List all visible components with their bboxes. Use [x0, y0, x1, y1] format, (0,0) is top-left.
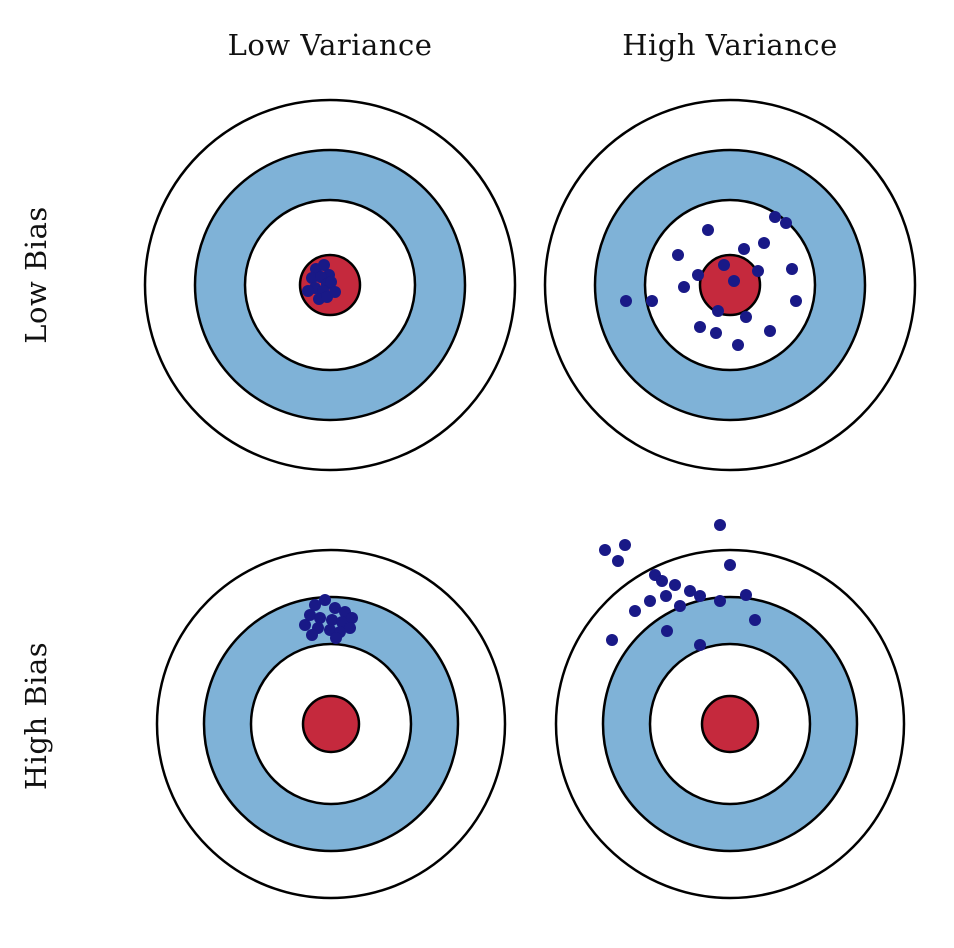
target-low-bias-low-variance	[143, 98, 517, 472]
prediction-dot	[758, 237, 770, 249]
prediction-dot	[718, 259, 730, 271]
prediction-dot	[694, 590, 706, 602]
prediction-dot	[780, 217, 792, 229]
prediction-dot	[752, 265, 764, 277]
prediction-dot	[306, 272, 318, 284]
prediction-dot	[309, 599, 321, 611]
column-header-high-variance: High Variance	[622, 28, 838, 62]
prediction-dot	[684, 585, 696, 597]
prediction-dot	[764, 325, 776, 337]
prediction-dot	[669, 579, 681, 591]
prediction-dot	[326, 614, 338, 626]
prediction-dot	[325, 276, 337, 288]
target-high-bias-low-variance	[155, 548, 507, 900]
prediction-dot	[660, 590, 672, 602]
prediction-dot	[786, 263, 798, 275]
prediction-dot	[329, 286, 341, 298]
prediction-dot	[306, 629, 318, 641]
prediction-dot	[629, 605, 641, 617]
prediction-dot	[619, 539, 631, 551]
prediction-dot	[712, 305, 724, 317]
prediction-dot	[606, 634, 618, 646]
prediction-dot	[318, 259, 330, 271]
target-low-bias-high-variance	[543, 98, 917, 472]
row-label-high-bias: High Bias	[19, 641, 53, 791]
prediction-dot	[656, 575, 668, 587]
row-label-low-bias: Low Bias	[19, 206, 53, 344]
prediction-dot	[702, 224, 714, 236]
prediction-dot	[749, 614, 761, 626]
prediction-dot	[319, 594, 331, 606]
prediction-dot	[672, 249, 684, 261]
prediction-dot	[620, 295, 632, 307]
prediction-dot	[678, 281, 690, 293]
prediction-dot	[299, 619, 311, 631]
prediction-dot	[330, 632, 342, 644]
prediction-dot	[644, 595, 656, 607]
prediction-dot	[692, 269, 704, 281]
prediction-dot	[710, 327, 722, 339]
prediction-dot	[738, 243, 750, 255]
prediction-dot	[694, 639, 706, 651]
prediction-dot	[344, 622, 356, 634]
bullseye	[700, 694, 760, 754]
prediction-dot	[346, 612, 358, 624]
prediction-dot	[724, 559, 736, 571]
prediction-dot	[599, 544, 611, 556]
prediction-dot	[646, 295, 658, 307]
prediction-dot	[728, 275, 740, 287]
prediction-dot	[714, 519, 726, 531]
prediction-dot	[740, 311, 752, 323]
prediction-dot	[304, 609, 316, 621]
prediction-dot	[694, 321, 706, 333]
prediction-dot	[790, 295, 802, 307]
prediction-dot	[314, 612, 326, 624]
prediction-dot	[769, 211, 781, 223]
prediction-dot	[661, 625, 673, 637]
column-header-low-variance: Low Variance	[227, 28, 433, 62]
prediction-dot	[732, 339, 744, 351]
target-high-bias-high-variance	[554, 519, 906, 900]
prediction-dot	[302, 285, 314, 297]
prediction-dot	[674, 600, 686, 612]
bullseye	[301, 694, 361, 754]
prediction-dot	[612, 555, 624, 567]
prediction-dot	[329, 602, 341, 614]
prediction-dot	[740, 589, 752, 601]
prediction-dot	[714, 595, 726, 607]
